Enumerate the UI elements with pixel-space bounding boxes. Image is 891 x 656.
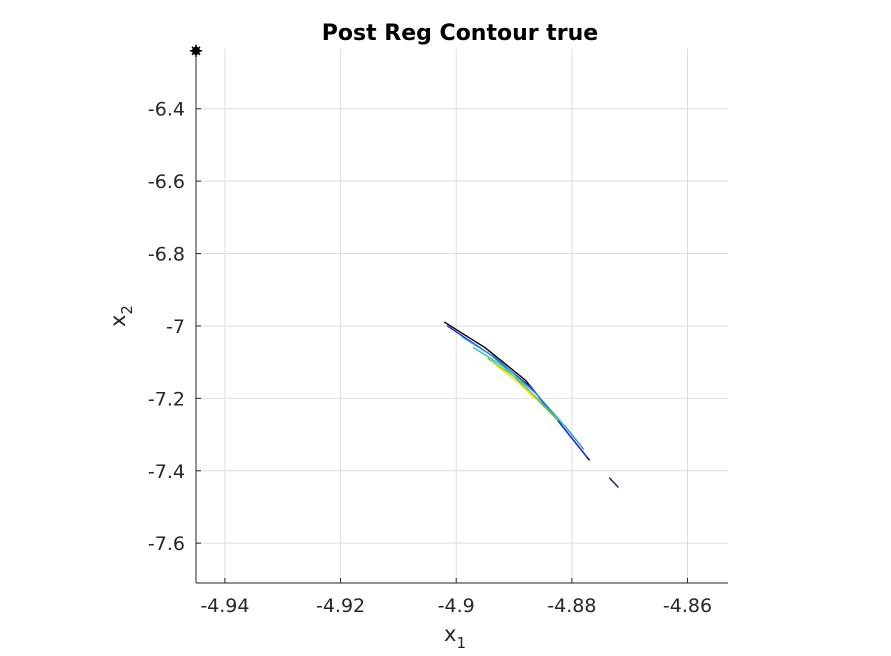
y-axis-label: x2 xyxy=(106,305,136,327)
x-tick-label: -4.88 xyxy=(547,595,596,617)
contour-line xyxy=(444,321,590,461)
x-tick-labels: -4.94 -4.92 -4.9 -4.88 -4.86 xyxy=(200,595,712,617)
y-tick-label: -7.4 xyxy=(148,461,185,483)
x-tick-label: -4.86 xyxy=(663,595,712,617)
marker-star xyxy=(190,44,202,57)
y-axis-label-base: x xyxy=(106,315,130,327)
contour-line xyxy=(487,357,559,421)
y-tick-label: -7 xyxy=(166,316,185,338)
contour-line xyxy=(446,325,587,457)
y-tick-label: -6.4 xyxy=(148,99,185,121)
y-tick-label: -6.8 xyxy=(148,244,185,266)
marker-group xyxy=(190,44,202,57)
x-axis-label: x1 xyxy=(444,622,466,652)
axes xyxy=(195,49,728,584)
chart-title: Post Reg Contour true xyxy=(322,21,598,46)
y-tick-labels: -6.4 -6.6 -6.8 -7 -7.2 -7.4 -7.6 xyxy=(148,99,185,555)
y-tick-label: -6.6 xyxy=(148,171,185,193)
contour-line xyxy=(472,347,567,428)
y-tick-label: -7.6 xyxy=(148,533,185,555)
x-axis-label-base: x xyxy=(444,622,456,646)
contour-line xyxy=(608,477,619,488)
x-tick-label: -4.9 xyxy=(438,595,475,617)
contour-line xyxy=(496,365,535,400)
contour-line xyxy=(461,336,585,450)
y-axis-label-subscript: 2 xyxy=(118,305,136,315)
x-tick-label: -4.92 xyxy=(316,595,365,617)
grid-lines xyxy=(196,49,728,583)
y-tick-label: -7.2 xyxy=(148,388,185,410)
x-tick-label: -4.94 xyxy=(200,595,249,617)
x-axis-label-subscript: 1 xyxy=(456,634,466,652)
contour-lines xyxy=(444,321,619,488)
